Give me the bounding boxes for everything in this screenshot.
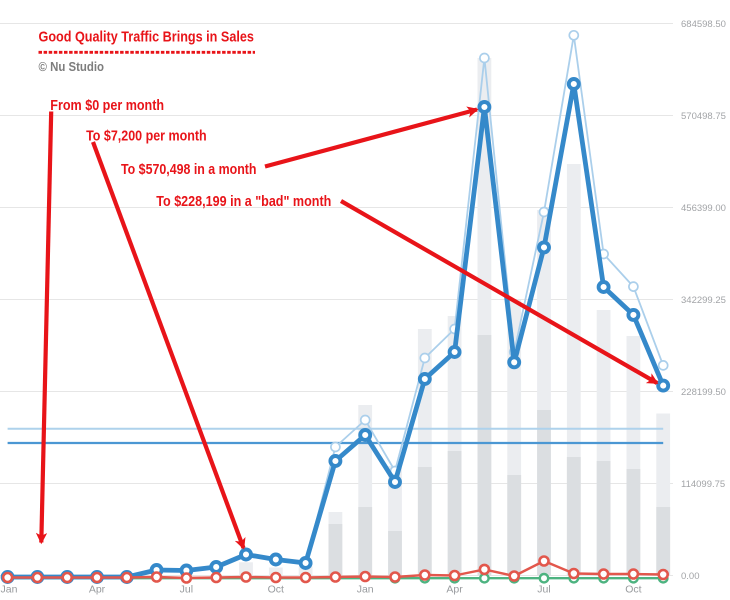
- svg-text:Jan: Jan: [1, 584, 18, 596]
- svg-text:Oct: Oct: [268, 584, 284, 596]
- svg-text:570498.75: 570498.75: [681, 111, 726, 122]
- svg-text:Jan: Jan: [357, 584, 374, 596]
- svg-text:To $570,498 in a month: To $570,498 in a month: [121, 162, 257, 178]
- svg-text:Jul: Jul: [180, 584, 193, 596]
- svg-text:Jul: Jul: [537, 584, 550, 596]
- svg-text:684598.50: 684598.50: [681, 19, 726, 30]
- svg-text:456399.00: 456399.00: [681, 203, 726, 214]
- svg-text:228199.50: 228199.50: [681, 387, 726, 398]
- svg-text:114099.75: 114099.75: [681, 479, 725, 490]
- svg-text:To $7,200 per month: To $7,200 per month: [86, 129, 207, 145]
- svg-text:From $0 per month: From $0 per month: [50, 98, 164, 114]
- svg-text:Apr: Apr: [89, 584, 106, 596]
- svg-text:Apr: Apr: [446, 584, 463, 596]
- svg-text:To $228,199 in a "bad" month: To $228,199 in a "bad" month: [156, 194, 331, 210]
- svg-text:342299.25: 342299.25: [681, 295, 726, 306]
- svg-text:0.00: 0.00: [681, 571, 700, 582]
- svg-text:© Nu Studio: © Nu Studio: [39, 59, 105, 74]
- svg-text:Oct: Oct: [625, 584, 641, 596]
- svg-text:Good Quality Traffic Brings in: Good Quality Traffic Brings in Sales: [39, 29, 254, 46]
